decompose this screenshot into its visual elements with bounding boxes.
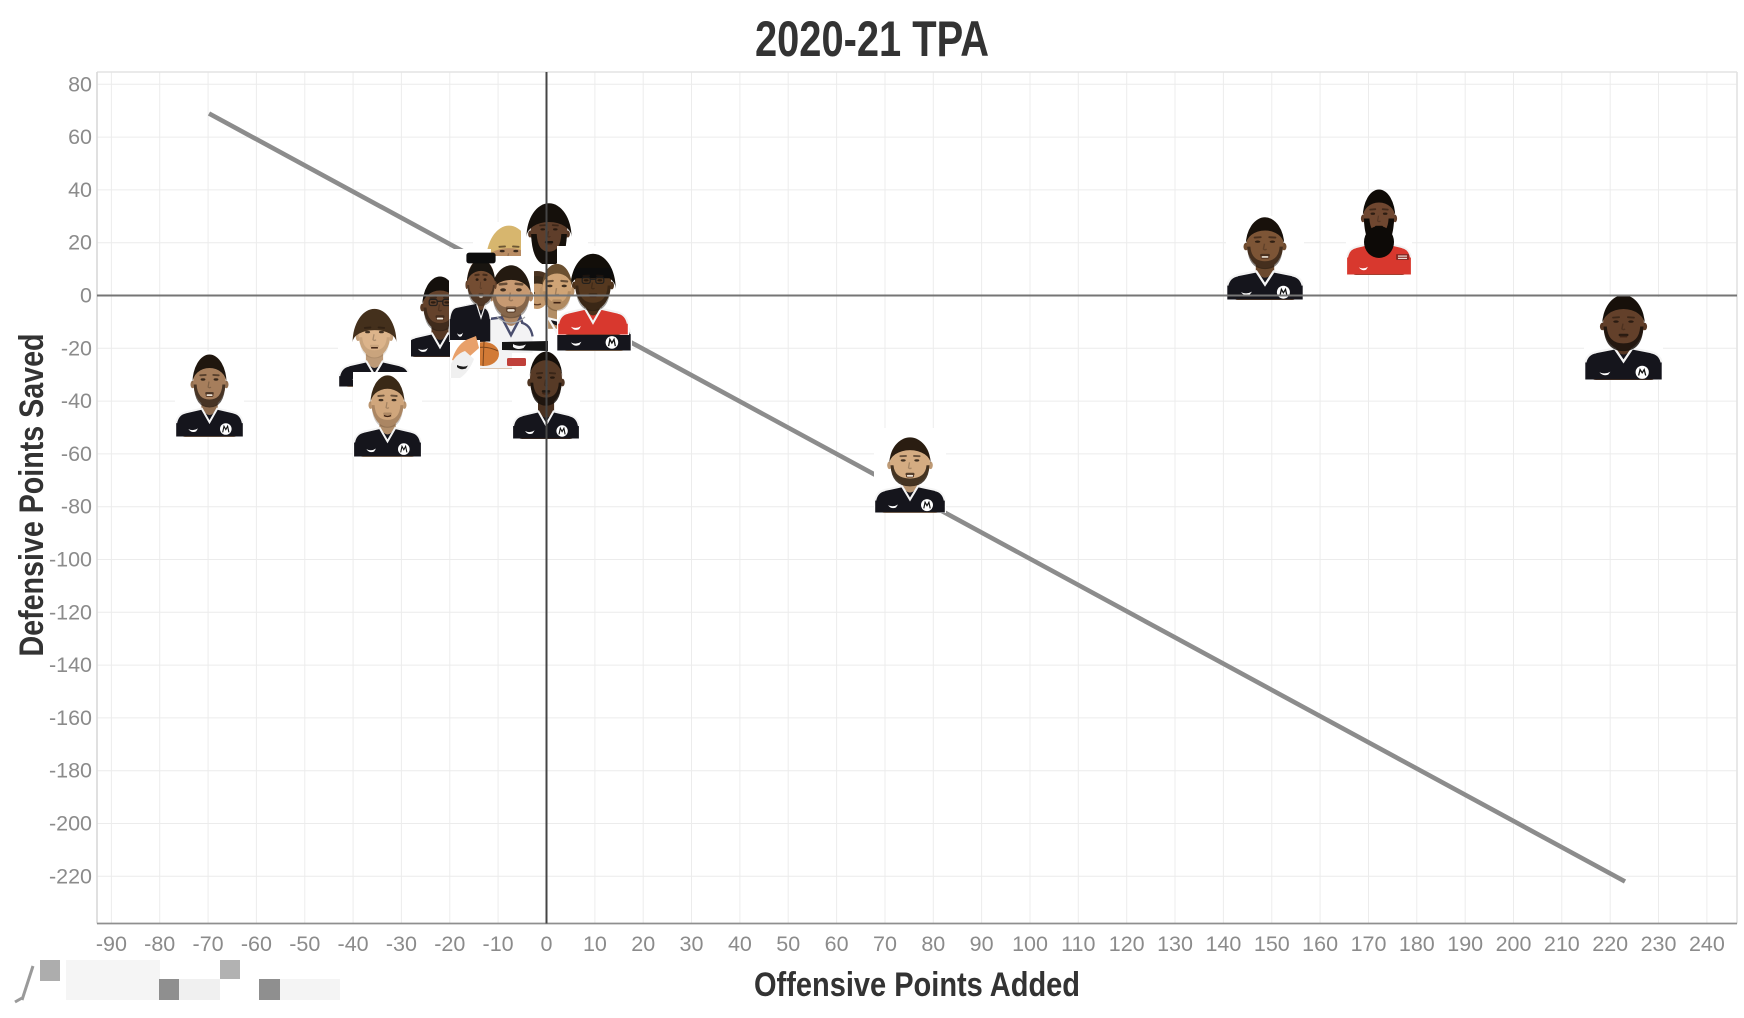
svg-text:220: 220 [1592, 932, 1628, 956]
svg-text:Defensive Points Saved: Defensive Points Saved [13, 334, 51, 657]
svg-text:-80: -80 [144, 932, 175, 956]
svg-text:70: 70 [873, 932, 897, 956]
svg-text:190: 190 [1447, 932, 1483, 956]
svg-text:40: 40 [68, 178, 92, 202]
svg-text:230: 230 [1641, 932, 1677, 956]
svg-text:80: 80 [68, 72, 92, 96]
svg-text:-180: -180 [49, 759, 92, 783]
svg-text:170: 170 [1351, 932, 1387, 956]
svg-text:20: 20 [68, 231, 92, 255]
svg-text:Offensive Points Added: Offensive Points Added [754, 966, 1080, 1004]
svg-text:-60: -60 [241, 932, 272, 956]
svg-text:-200: -200 [49, 812, 92, 836]
svg-text:20: 20 [631, 932, 655, 956]
svg-text:30: 30 [680, 932, 704, 956]
svg-text:60: 60 [68, 125, 92, 149]
svg-text:50: 50 [776, 932, 800, 956]
svg-text:130: 130 [1157, 932, 1193, 956]
svg-text:90: 90 [970, 932, 994, 956]
svg-text:-40: -40 [61, 389, 92, 413]
svg-text:10: 10 [583, 932, 607, 956]
svg-text:200: 200 [1496, 932, 1532, 956]
svg-text:-50: -50 [289, 932, 320, 956]
svg-text:180: 180 [1399, 932, 1435, 956]
svg-text:-60: -60 [61, 442, 92, 466]
svg-text:-70: -70 [193, 932, 224, 956]
svg-text:-40: -40 [338, 932, 369, 956]
svg-text:80: 80 [921, 932, 945, 956]
svg-text:120: 120 [1109, 932, 1145, 956]
svg-text:2020-21 TPA: 2020-21 TPA [755, 11, 989, 67]
svg-text:210: 210 [1544, 932, 1580, 956]
svg-text:-120: -120 [49, 600, 92, 624]
svg-text:-160: -160 [49, 706, 92, 730]
svg-text:-220: -220 [49, 864, 92, 888]
svg-text:150: 150 [1254, 932, 1290, 956]
svg-text:60: 60 [825, 932, 849, 956]
svg-text:100: 100 [1012, 932, 1048, 956]
svg-text:-80: -80 [61, 495, 92, 519]
svg-text:-90: -90 [96, 932, 127, 956]
svg-text:-100: -100 [49, 548, 92, 572]
svg-text:-20: -20 [434, 932, 465, 956]
svg-text:-20: -20 [61, 336, 92, 360]
svg-text:40: 40 [728, 932, 752, 956]
svg-text:140: 140 [1205, 932, 1241, 956]
svg-text:0: 0 [541, 932, 553, 956]
svg-text:-140: -140 [49, 653, 92, 677]
svg-text:110: 110 [1061, 932, 1095, 956]
svg-text:-10: -10 [483, 932, 514, 956]
svg-text:160: 160 [1302, 932, 1338, 956]
svg-text:0: 0 [80, 284, 92, 308]
svg-text:240: 240 [1689, 932, 1725, 956]
svg-text:-30: -30 [386, 932, 417, 956]
